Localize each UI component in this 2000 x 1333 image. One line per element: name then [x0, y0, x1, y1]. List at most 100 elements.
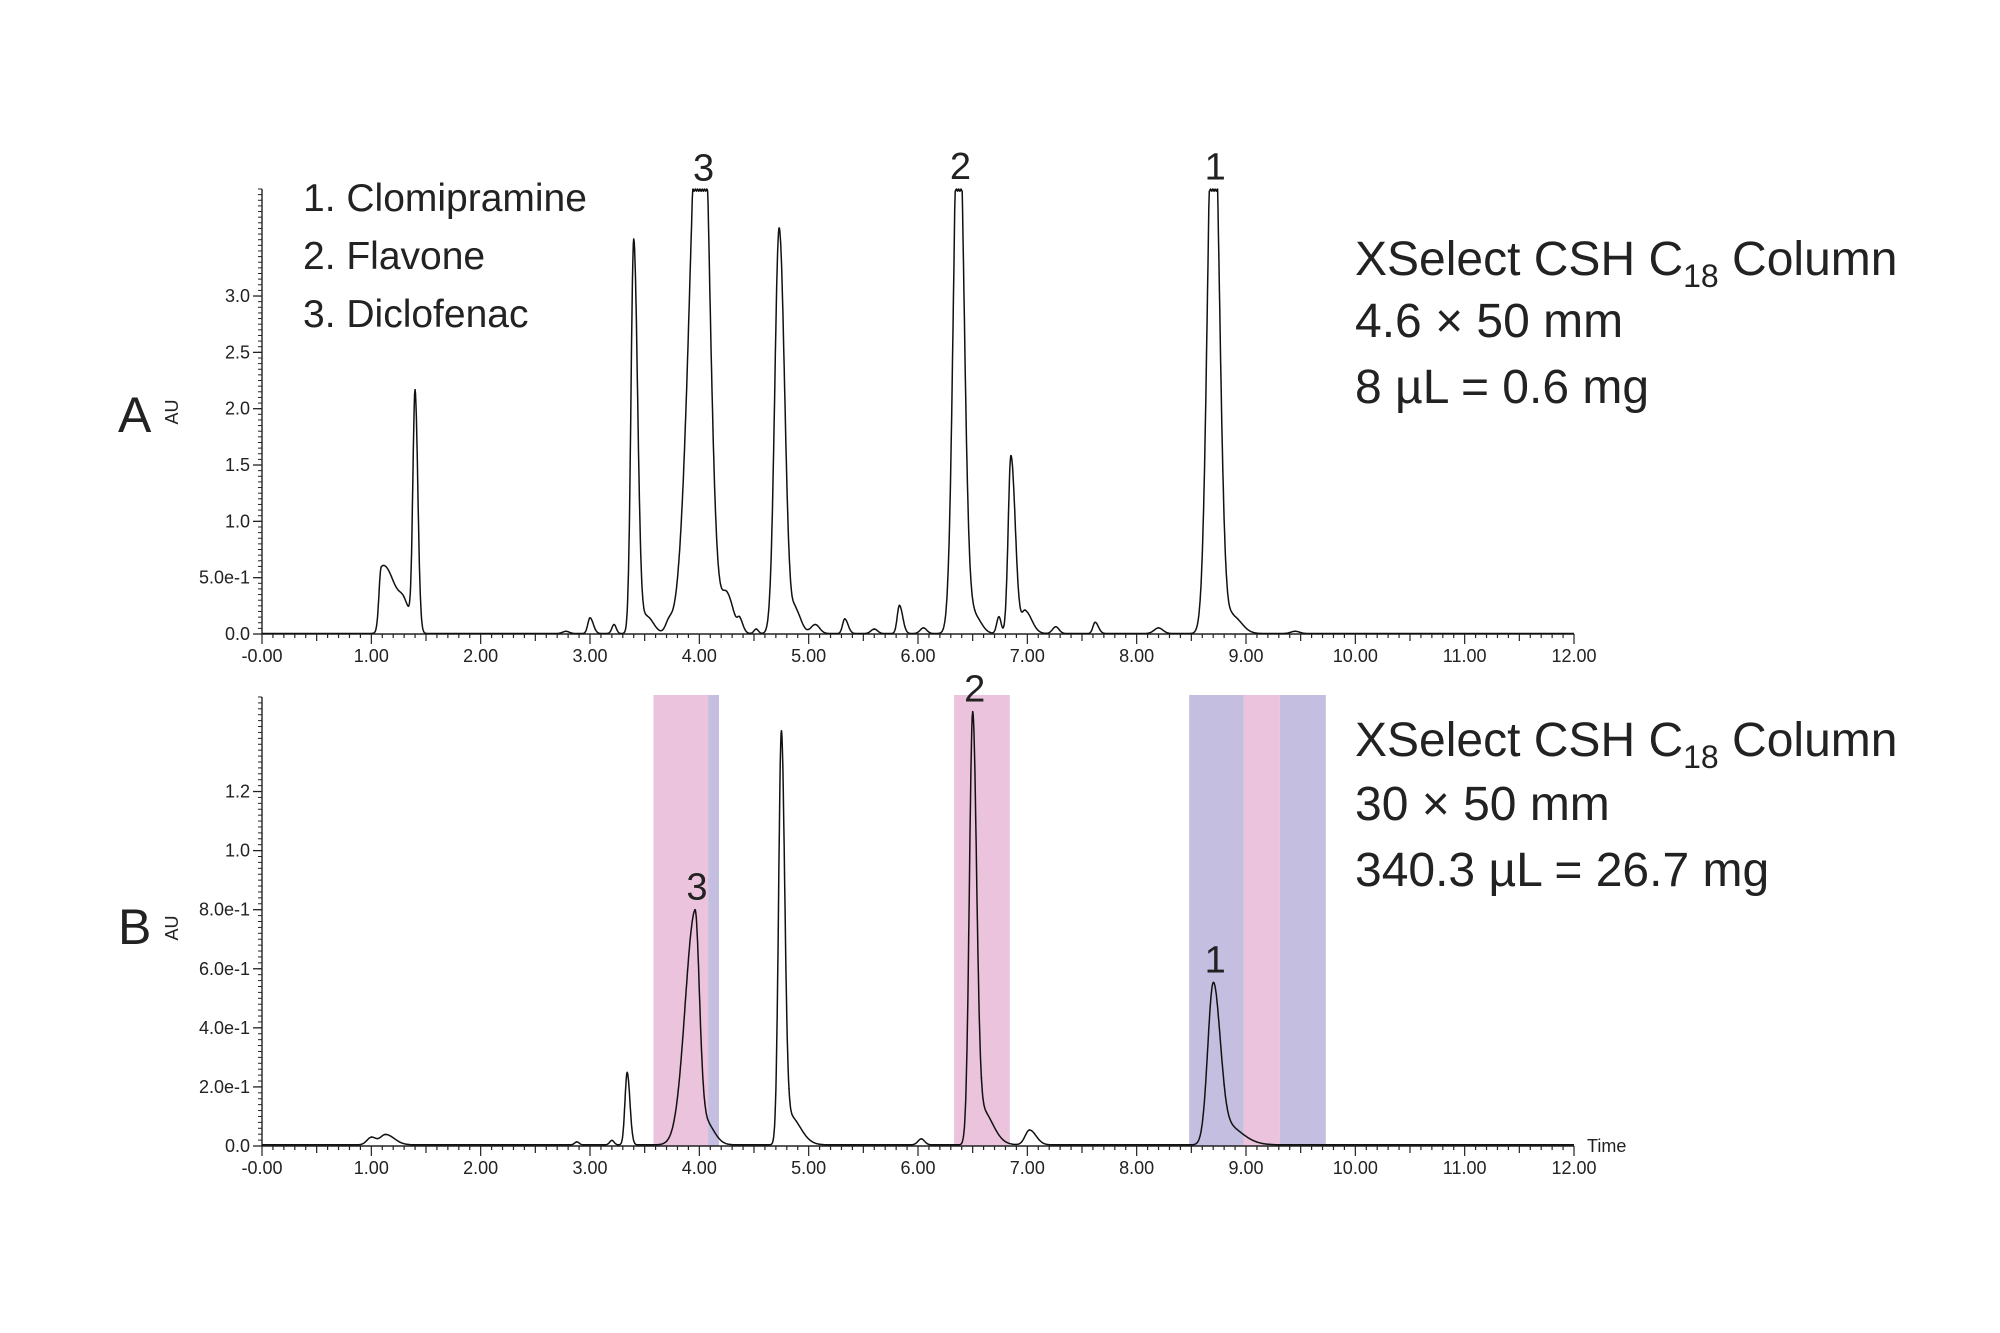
peak-apex [843, 618, 846, 620]
y-tick-label: 4.0e-1 [199, 1018, 250, 1038]
peak-apex [1157, 627, 1160, 629]
chromatogram-trace [261, 710, 1575, 1146]
peak-apex [788, 1087, 790, 1090]
panel-b-ylabel: AU [162, 915, 182, 940]
x-tick-label: 5.00 [791, 1158, 826, 1178]
panel-a-ylabel: AU [162, 399, 182, 424]
peak-label: 2 [950, 146, 971, 188]
fraction-band [708, 695, 720, 1146]
x-tick-label: 12.00 [1551, 1158, 1596, 1178]
peak-apex [1212, 188, 1214, 191]
x-tick-label: -0.00 [241, 646, 282, 666]
x-tick-label: 2.00 [463, 1158, 498, 1178]
y-tick-label: 1.0 [225, 511, 250, 531]
panel-b-xlabel: Time [1587, 1136, 1626, 1156]
x-tick-label: 1.00 [354, 646, 389, 666]
x-tick-label: 3.00 [572, 1158, 607, 1178]
peak-apex [589, 616, 591, 619]
peak-label: 1 [1205, 146, 1226, 188]
y-tick-label: 5.0e-1 [199, 568, 250, 588]
peak-label: 3 [686, 867, 707, 909]
peak-apex [384, 1133, 387, 1136]
panel-a-column-size: 4.6 × 50 mm [1355, 295, 1623, 348]
peak-apex [1212, 981, 1214, 984]
panel-b-label: B [118, 899, 151, 955]
y-tick-label: 2.5 [225, 342, 250, 362]
x-tick-label: 8.00 [1119, 1158, 1154, 1178]
peak-apex [814, 623, 817, 626]
peak-apex [920, 1138, 923, 1140]
peak-apex [1024, 609, 1026, 611]
panel-a-column-name: XSelect CSH C18 Column [1355, 233, 1897, 294]
panel-a-load: 8 µL = 0.6 mg [1355, 361, 1649, 414]
x-tick-label: 10.00 [1333, 646, 1378, 666]
peak-apex [898, 604, 901, 607]
peak-apex [613, 623, 615, 626]
peak-apex [873, 628, 876, 630]
panel-a-label: A [118, 387, 152, 443]
y-tick-label: 1.0 [225, 841, 250, 861]
panel-b-plot: -0.00 1.00 2.00 3.00 4.00 5.00 6.00 7.00 8.00 9.0… [199, 669, 1597, 1178]
panel-a-plot: -0.00 1.00 2.00 3.00 4.00 5.00 6.00 7.00 8.00 9.0… [199, 146, 1597, 666]
peak-apex [794, 605, 797, 608]
peak-apex [646, 614, 648, 617]
peak-apex [414, 389, 416, 391]
peak-apex [380, 566, 382, 568]
peak-apex [1010, 454, 1012, 457]
peak-apex [922, 627, 925, 629]
x-tick-label: 11.00 [1443, 1158, 1487, 1178]
peak-apex [1054, 625, 1057, 628]
x-tick-label: 7.00 [1010, 1158, 1045, 1178]
peak-apex [1294, 630, 1296, 633]
peak-apex [694, 908, 696, 911]
y-tick-label: 0.0 [225, 624, 250, 644]
x-tick-label: 7.00 [1010, 646, 1045, 666]
peak-apex [403, 596, 405, 599]
peak-apex [738, 616, 741, 618]
peak-apex [370, 1136, 373, 1138]
y-tick-label: 2.0 [225, 399, 250, 419]
legend-item-1: 1. Clomipramine [303, 177, 587, 220]
y-tick-label: 0.0 [225, 1136, 250, 1156]
y-tick-label: 8.0e-1 [199, 900, 250, 920]
peak-apex [632, 238, 635, 240]
fraction-band [1189, 695, 1244, 1146]
x-tick-label: 9.00 [1228, 646, 1263, 666]
x-tick-label: 12.00 [1551, 646, 1596, 666]
peak-apex [971, 710, 974, 713]
peak-label: 1 [1205, 940, 1226, 982]
x-tick-label: 1.00 [354, 1158, 389, 1178]
peak-apex [611, 1139, 613, 1142]
legend-item-3: 3. Diclofenac [303, 293, 528, 336]
fraction-band [653, 695, 709, 1146]
peak-apex [700, 189, 703, 192]
y-tick-label: 1.2 [225, 782, 250, 802]
peak-apex [998, 615, 1000, 618]
x-tick-label: -0.00 [241, 1158, 282, 1178]
peak-apex [704, 1102, 706, 1104]
peak-apex [1223, 1083, 1225, 1086]
x-tick-label: 6.00 [900, 1158, 935, 1178]
peak-label: 3 [693, 148, 714, 190]
y-tick-label: 6.0e-1 [199, 959, 250, 979]
x-tick-label: 11.00 [1443, 646, 1487, 666]
fraction-band [1279, 695, 1326, 1146]
fraction-band [954, 695, 1010, 1146]
peak-apex [392, 580, 395, 582]
x-tick-label: 2.00 [463, 646, 498, 666]
x-tick-label: 5.00 [791, 646, 826, 666]
peak-apex [980, 1077, 983, 1079]
panel-b-column-name: XSelect CSH C18 Column [1355, 714, 1897, 775]
x-tick-label: 3.00 [572, 646, 607, 666]
peak-apex [725, 590, 728, 593]
x-tick-label: 4.00 [682, 1158, 717, 1178]
y-tick-label: 1.5 [225, 455, 250, 475]
panel-b-column-size: 30 × 50 mm [1355, 778, 1610, 831]
y-tick-label: 3.0 [225, 286, 250, 306]
x-tick-label: 6.00 [900, 646, 935, 666]
peak-apex [667, 616, 670, 619]
peak-apex [1232, 613, 1234, 615]
peak-apex [957, 188, 960, 191]
peak-label: 2 [964, 669, 985, 711]
